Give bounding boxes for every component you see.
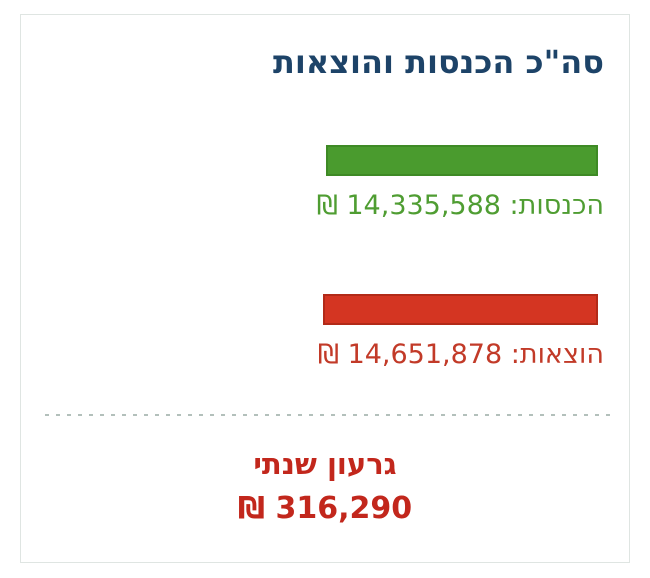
income-bar (326, 145, 598, 176)
dashed-divider (45, 414, 617, 416)
card-title: סה"כ הכנסות והוצאות (273, 43, 604, 81)
deficit-value: 316,290 ₪ (237, 491, 413, 527)
income-expenses-summary-card: סה"כ הכנסות והוצאות הכנסות: 14,335,588 ₪… (20, 14, 630, 563)
deficit-block: גרעון שנתי 316,290 ₪ (21, 445, 629, 527)
deficit-label: גרעון שנתי (253, 447, 397, 481)
income-value-text: הכנסות: 14,335,588 ₪ (316, 190, 604, 221)
expenses-value-text: הוצאות: 14,651,878 ₪ (317, 339, 604, 370)
expenses-bar (323, 294, 598, 325)
